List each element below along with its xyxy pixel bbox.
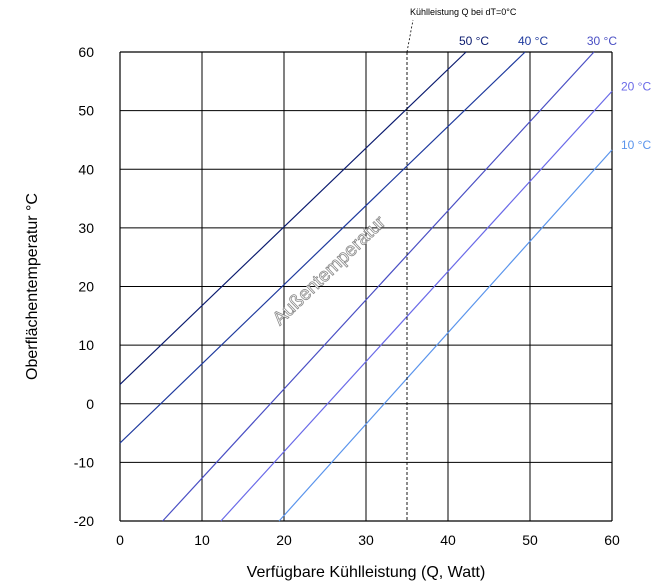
series-label-4: 10 °C	[621, 138, 651, 152]
x-tick-label: 0	[116, 532, 124, 548]
series-label-2: 30 °C	[587, 34, 617, 48]
x-tick-label: 50	[522, 532, 538, 548]
series-label-0: 50 °C	[459, 34, 489, 48]
y-axis-title: Oberflächentemperatur °C	[24, 193, 41, 380]
series-labels: 50 °C 40 °C 30 °C 20 °C 10 °C	[459, 34, 652, 152]
grid	[119, 51, 613, 522]
series-label-1: 40 °C	[518, 34, 548, 48]
annotation-leader	[406, 19, 414, 53]
y-tick-label: 30	[78, 220, 94, 236]
series-line-1	[119, 51, 526, 444]
x-tick-label: 20	[276, 532, 292, 548]
x-tick-label: 30	[358, 532, 374, 548]
x-tick-label: 40	[440, 532, 456, 548]
x-tick-label: 10	[194, 532, 210, 548]
y-tick-label: -10	[74, 454, 94, 470]
y-tick-label: -20	[74, 513, 94, 529]
series-line-0	[119, 51, 467, 385]
annotation-layer: Kühlleistung Q bei dT=0°C	[406, 7, 517, 521]
annotation-label: Kühlleistung Q bei dT=0°C	[410, 7, 517, 17]
y-tick-label: 60	[78, 44, 94, 60]
series-line-2	[162, 51, 595, 522]
y-tick-label: 10	[78, 337, 94, 353]
series-line-3	[220, 90, 613, 522]
y-tick-label: 50	[78, 103, 94, 119]
series-layer	[119, 51, 613, 522]
y-tick-label: 20	[78, 279, 94, 295]
x-axis-title: Verfügbare Kühlleistung (Q, Watt)	[247, 564, 486, 581]
tick-labels: 0 10 20 30 40 50 60 -20 -10 0 10 20 30 40 50 60	[74, 44, 620, 548]
x-tick-label: 60	[604, 532, 620, 548]
series-line-4	[278, 149, 613, 522]
y-tick-label: 40	[78, 161, 94, 177]
series-label-3: 20 °C	[621, 79, 651, 93]
y-tick-label: 0	[86, 396, 94, 412]
